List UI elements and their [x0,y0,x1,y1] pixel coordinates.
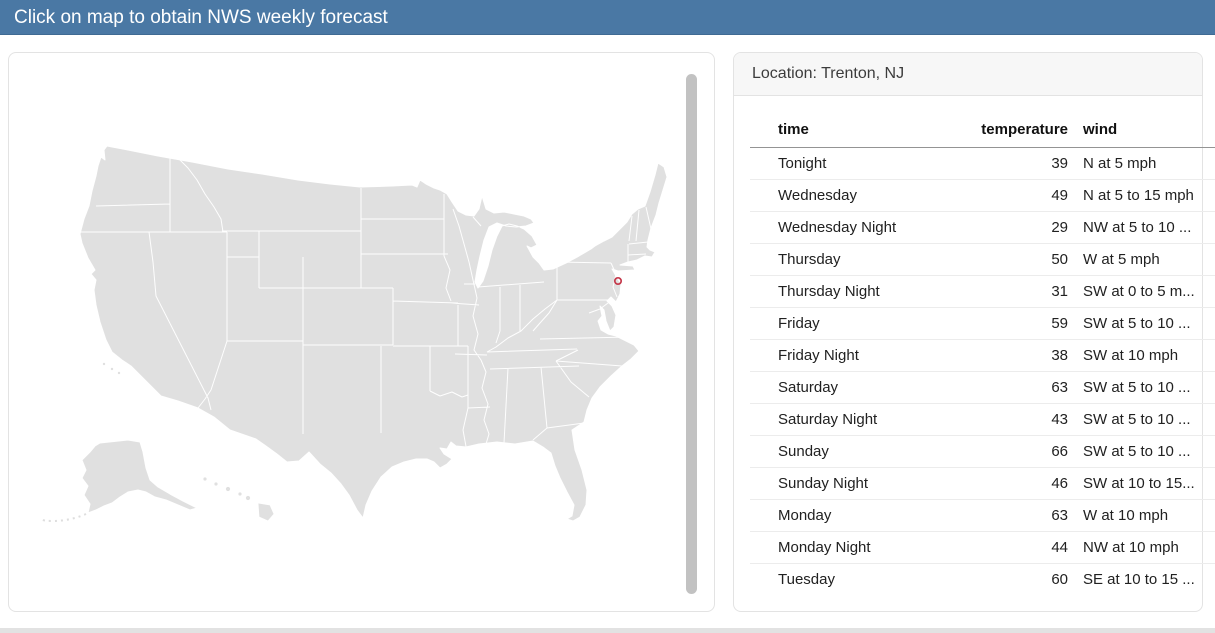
column-header-wind: wind [1070,112,1215,148]
forecast-panel: Location: Trenton, NJ time temperature w… [733,52,1215,612]
us-mainland-shape[interactable] [79,145,668,522]
state-borders [80,158,652,453]
table-cell: 38 [978,339,1070,372]
table-row: Sunday Night 46 SW at 10 to 15... [750,467,1215,500]
table-cell: SE at 10 to 15 ... [1070,563,1215,595]
forecast-table-body: Tonight 39 N at 5 mph Wednesday 49 N at 5 to … [750,148,1215,595]
column-header-temperature: temperature [978,112,1070,148]
table-cell: SW at 5 to 10 ... [1070,435,1215,468]
table-cell: Saturday Night [750,403,978,436]
table-row: Tuesday 60 SE at 10 to 15 ... [750,563,1215,595]
location-title: Location: Trenton, NJ [752,65,905,82]
us-map[interactable] [9,53,714,611]
table-cell: 60 [978,563,1070,595]
table-cell: 49 [978,179,1070,212]
table-cell: Monday Night [750,531,978,564]
page-bottom-strip [0,628,1215,633]
table-cell: 59 [978,307,1070,340]
forecast-table: time temperature wind Tonight 39 N at 5 mp… [750,112,1215,595]
table-row: Friday Night 38 SW at 10 mph [750,339,1215,372]
table-cell: 63 [978,371,1070,404]
table-cell: 31 [978,275,1070,308]
table-cell: 63 [978,499,1070,532]
table-row: Thursday 50 W at 5 mph [750,243,1215,276]
location-header: Location: Trenton, NJ [734,53,1202,96]
table-row: Friday 59 SW at 5 to 10 ... [750,307,1215,340]
table-cell: SW at 10 to 15... [1070,467,1215,500]
table-cell: NW at 10 mph [1070,531,1215,564]
table-cell: N at 5 to 15 mph [1070,179,1215,212]
table-cell: Sunday [750,435,978,468]
table-cell: Saturday [750,371,978,404]
map-scrollbar-thumb[interactable] [686,74,697,594]
table-cell: 44 [978,531,1070,564]
aleutian-islands [39,513,87,523]
app-header: Click on map to obtain NWS weekly foreca… [0,0,1215,35]
hawaii-islands[interactable] [202,476,275,522]
table-row: Thursday Night 31 SW at 0 to 5 m... [750,275,1215,308]
table-cell: SW at 10 mph [1070,339,1215,372]
location-marker [613,276,623,286]
table-cell: SW at 5 to 10 ... [1070,371,1215,404]
table-row: Saturday Night 43 SW at 5 to 10 ... [750,403,1215,436]
table-cell: Friday [750,307,978,340]
table-cell: 43 [978,403,1070,436]
table-cell: Thursday [750,243,978,276]
table-row: Tonight 39 N at 5 mph [750,148,1215,180]
table-cell: NW at 5 to 10 ... [1070,211,1215,244]
page-title: Click on map to obtain NWS weekly foreca… [14,7,388,28]
table-row: Sunday 66 SW at 5 to 10 ... [750,435,1215,468]
table-cell: 66 [978,435,1070,468]
table-cell: W at 10 mph [1070,499,1215,532]
table-cell: Wednesday [750,179,978,212]
table-cell: Wednesday Night [750,211,978,244]
table-cell: 29 [978,211,1070,244]
channel-islands [102,362,121,375]
table-cell: Friday Night [750,339,978,372]
table-cell: SW at 0 to 5 m... [1070,275,1215,308]
map-panel [8,52,715,612]
table-cell: SW at 5 to 10 ... [1070,403,1215,436]
alaska-shape[interactable] [81,439,198,514]
table-cell: N at 5 mph [1083,155,1157,172]
column-header-time: time [750,112,978,148]
table-cell: Tuesday [750,563,978,595]
table-row: Wednesday 49 N at 5 to 15 mph [750,179,1215,212]
table-cell: 39 [1051,155,1068,172]
table-cell: 50 [978,243,1070,276]
table-cell: Thursday Night [750,275,978,308]
table-row: Saturday 63 SW at 5 to 10 ... [750,371,1215,404]
table-row: Monday Night 44 NW at 10 mph [750,531,1215,564]
table-cell: SW at 5 to 10 ... [1070,307,1215,340]
table-cell: Sunday Night [750,467,978,500]
table-cell: 46 [978,467,1070,500]
table-row: Wednesday Night 29 NW at 5 to 10 ... [750,211,1215,244]
table-cell: W at 5 mph [1070,243,1215,276]
table-row: Monday 63 W at 10 mph [750,499,1215,532]
table-cell: Tonight [778,155,827,172]
table-header-row: time temperature wind [750,112,1215,148]
table-cell: Monday [750,499,978,532]
